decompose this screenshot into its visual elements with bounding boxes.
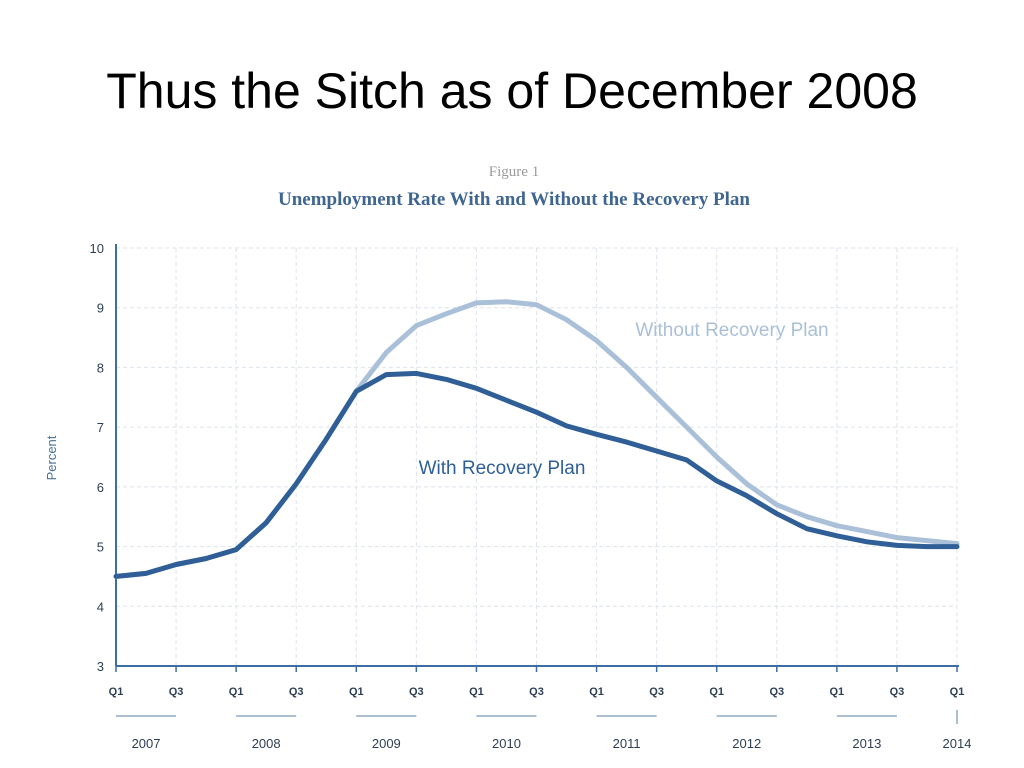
x-year-label: 2009 xyxy=(372,736,401,751)
x-quarter-tick-label: Q1 xyxy=(469,686,484,698)
x-quarter-tick-label: Q1 xyxy=(589,686,604,698)
gridlines xyxy=(116,247,958,666)
series-line-with-recovery-plan xyxy=(113,370,960,579)
y-tick-label: 5 xyxy=(97,540,104,555)
x-year-label: 2010 xyxy=(492,736,521,751)
x-quarter-tick-label: Q1 xyxy=(709,686,724,698)
x-quarter-tick-label: Q3 xyxy=(289,686,304,698)
x-quarter-tick-label: Q1 xyxy=(950,686,965,698)
chart-title: Unemployment Rate With and Without the R… xyxy=(278,189,750,210)
x-year-label: 2008 xyxy=(252,736,281,751)
series-label-without-recovery-plan: Without Recovery Plan xyxy=(635,320,828,341)
y-tick-label: 7 xyxy=(97,420,104,435)
x-quarter-tick-label: Q3 xyxy=(169,686,184,698)
x-year-label: 2012 xyxy=(732,736,761,751)
x-quarter-tick-label: Q1 xyxy=(830,686,845,698)
x-year-label: 2007 xyxy=(132,736,161,751)
figure-label: Figure 1 xyxy=(489,164,539,180)
x-quarter-tick-label: Q1 xyxy=(109,686,124,698)
y-tick-label: 3 xyxy=(97,659,104,674)
y-tick-label: 4 xyxy=(97,599,104,614)
x-quarter-tick-label: Q3 xyxy=(649,686,664,698)
x-quarter-tick-label: Q3 xyxy=(769,686,784,698)
series-lines xyxy=(113,299,960,579)
x-year-label: 2013 xyxy=(852,736,881,751)
y-tick-label: 8 xyxy=(97,360,104,375)
x-year-label: 2011 xyxy=(613,736,641,751)
x-quarter-tick-label: Q3 xyxy=(529,686,544,698)
y-axis-label: Percent xyxy=(44,435,59,480)
x-quarter-tick-label: Q1 xyxy=(349,686,364,698)
x-quarter-tick-label: Q3 xyxy=(890,686,905,698)
x-year-label: 2014 xyxy=(943,736,972,751)
y-tick-label: 6 xyxy=(97,480,104,495)
axes xyxy=(115,244,959,724)
y-tick-label: 10 xyxy=(90,241,104,256)
y-tick-label: 9 xyxy=(97,301,104,316)
series-label-with-recovery-plan: With Recovery Plan xyxy=(419,458,586,479)
x-quarter-tick-label: Q3 xyxy=(409,686,424,698)
slide-title: Thus the Sitch as of December 2008 xyxy=(106,63,918,119)
tick-labels: 3 4 5 6 7 8 9 10 Q1 Q3 Q1 Q3 Q1 Q3 Q1 Q3 Q1 Q3 Q1 Q3 Q1 Q3 Q1 2… xyxy=(90,241,972,751)
x-quarter-tick-label: Q1 xyxy=(229,686,244,698)
